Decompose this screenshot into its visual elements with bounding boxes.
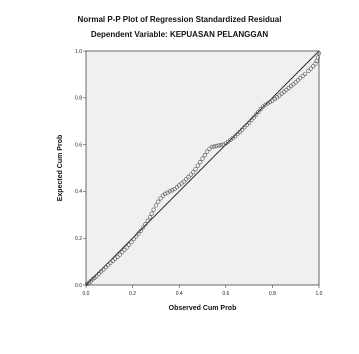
data-point bbox=[209, 144, 214, 150]
data-point bbox=[237, 129, 242, 135]
data-point bbox=[298, 76, 303, 81]
data-point bbox=[184, 177, 189, 182]
data-point bbox=[167, 189, 172, 194]
data-point bbox=[212, 144, 217, 149]
data-point bbox=[251, 115, 256, 120]
y-tick-label: 0.8 bbox=[75, 96, 82, 102]
data-point bbox=[313, 61, 318, 66]
data-point bbox=[193, 167, 198, 172]
data-point bbox=[216, 143, 221, 148]
data-point bbox=[136, 231, 141, 236]
data-point bbox=[96, 271, 101, 276]
data-point bbox=[127, 242, 132, 247]
reference-line bbox=[85, 50, 320, 286]
x-tick-label: 1.0 bbox=[316, 291, 323, 297]
data-point bbox=[316, 51, 322, 56]
data-point bbox=[202, 153, 207, 158]
data-point bbox=[94, 274, 99, 279]
data-point bbox=[158, 196, 163, 201]
data-point bbox=[170, 188, 175, 193]
data-point bbox=[315, 55, 320, 60]
data-point bbox=[249, 117, 254, 123]
data-point bbox=[240, 127, 245, 132]
data-point bbox=[293, 80, 298, 85]
data-point bbox=[247, 120, 252, 125]
data-point bbox=[308, 66, 313, 71]
data-point bbox=[131, 237, 136, 242]
x-tick-label: 0.0 bbox=[83, 291, 90, 297]
data-point bbox=[165, 190, 170, 195]
data-point bbox=[214, 143, 219, 149]
points-layer bbox=[85, 51, 322, 287]
y-tick-label: 1.0 bbox=[75, 49, 82, 55]
data-point bbox=[133, 234, 139, 239]
data-point bbox=[221, 142, 226, 147]
data-point bbox=[103, 265, 108, 270]
chart-subtitle: Dependent Variable: KEPUASAN PELANGGAN bbox=[90, 30, 269, 39]
data-point bbox=[117, 252, 122, 257]
data-point bbox=[258, 106, 263, 112]
y-tick-label: 0.2 bbox=[75, 236, 82, 242]
data-point bbox=[265, 101, 270, 106]
data-point bbox=[205, 149, 210, 154]
data-point bbox=[151, 207, 156, 212]
data-point bbox=[235, 131, 240, 137]
data-point bbox=[200, 156, 205, 161]
data-point bbox=[147, 215, 153, 220]
data-point bbox=[140, 225, 146, 230]
data-point bbox=[129, 239, 134, 245]
y-tick-label: 0.4 bbox=[75, 189, 82, 195]
x-tick-label: 0.4 bbox=[176, 291, 183, 297]
data-point bbox=[163, 191, 168, 196]
data-point bbox=[306, 68, 311, 73]
y-tick-label: 0.0 bbox=[75, 283, 82, 289]
data-point bbox=[124, 245, 129, 250]
data-point bbox=[295, 78, 301, 83]
data-point bbox=[300, 73, 305, 79]
data-point bbox=[191, 170, 196, 175]
ticks-layer: 0.0 0.2 0.4 0.6 0.8 1.0 0.0 0.2 0.4 0.6 0.8 1.0 bbox=[75, 49, 323, 297]
data-point bbox=[242, 125, 247, 130]
data-point bbox=[101, 267, 106, 272]
data-point bbox=[110, 258, 115, 263]
data-point bbox=[195, 163, 200, 168]
data-point bbox=[186, 174, 191, 179]
data-point bbox=[302, 71, 308, 77]
data-point bbox=[122, 247, 127, 252]
chart-title: Normal P-P Plot of Regression Standardiz… bbox=[77, 15, 282, 24]
y-tick-label: 0.6 bbox=[75, 142, 82, 148]
data-point bbox=[106, 263, 111, 268]
data-point bbox=[153, 203, 158, 208]
x-axis-label: Observed Cum Prob bbox=[169, 305, 237, 312]
data-point bbox=[263, 102, 268, 107]
data-point bbox=[233, 134, 238, 139]
data-point bbox=[311, 64, 316, 69]
y-axis-label: Expected Cum Prob bbox=[57, 135, 64, 202]
data-point bbox=[145, 218, 150, 223]
data-point bbox=[138, 228, 143, 233]
x-tick-label: 0.8 bbox=[269, 291, 276, 297]
data-point bbox=[256, 109, 261, 114]
data-point bbox=[143, 222, 148, 227]
data-point bbox=[253, 112, 259, 117]
data-point bbox=[149, 211, 154, 216]
data-point bbox=[244, 122, 249, 128]
data-point bbox=[267, 99, 273, 105]
data-point bbox=[120, 250, 125, 255]
data-point bbox=[198, 160, 203, 165]
data-point bbox=[181, 179, 186, 184]
data-point bbox=[156, 199, 161, 204]
data-point bbox=[219, 142, 224, 148]
x-tick-label: 0.6 bbox=[222, 291, 229, 297]
data-point bbox=[115, 254, 120, 260]
x-tick-label: 0.2 bbox=[129, 291, 136, 297]
data-point bbox=[188, 172, 193, 177]
